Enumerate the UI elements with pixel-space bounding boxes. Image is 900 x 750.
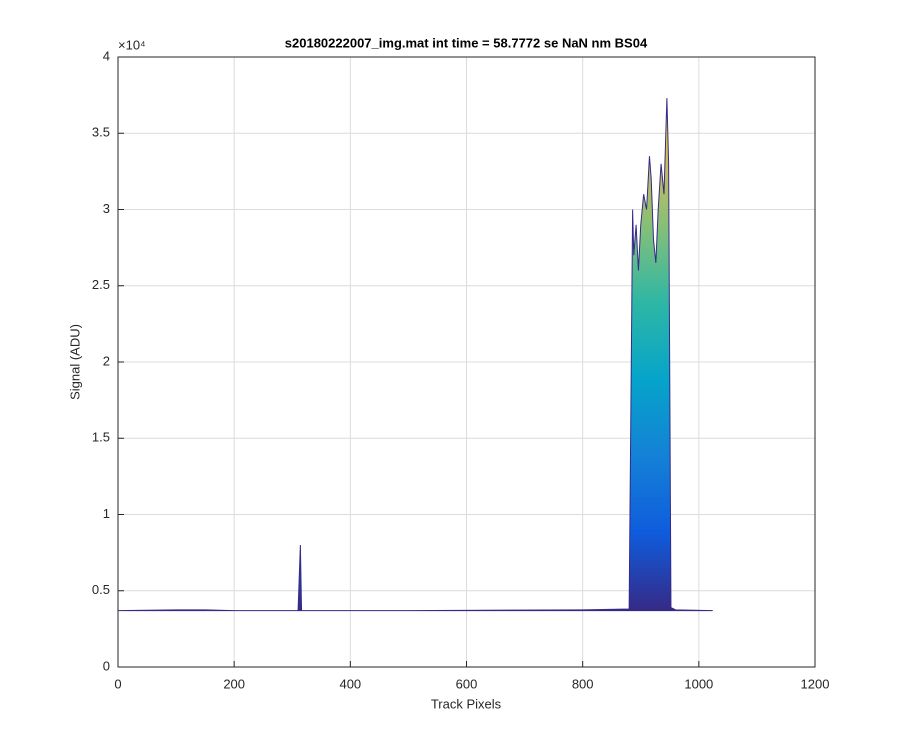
y-tick-label: 3 <box>103 201 110 216</box>
y-tick-label: 0.5 <box>92 582 110 597</box>
x-tick-label: 800 <box>572 676 594 691</box>
signal-area <box>117 98 713 612</box>
y-tick-label: 4 <box>103 48 110 63</box>
y-axis-label: Signal (ADU) <box>67 324 82 400</box>
plot-area <box>117 98 713 612</box>
y-tick-label: 3.5 <box>92 125 110 140</box>
x-tick-label: 200 <box>223 676 245 691</box>
y-tick-label: 0 <box>103 658 110 673</box>
x-tick-label: 400 <box>339 676 361 691</box>
y-tick-label: 2 <box>103 353 110 368</box>
x-tick-label: 600 <box>456 676 478 691</box>
x-tick-label: 0 <box>114 676 121 691</box>
grid <box>117 56 816 668</box>
y-tick-label: 2.5 <box>92 277 110 292</box>
y-tick-label: 1.5 <box>92 430 110 445</box>
y-tick-label: 1 <box>103 506 110 521</box>
ticks: 0 200 400 600 800 1000 1200 0 0.5 1 1.5 2 2.5 3 3.5 4 <box>92 48 830 691</box>
x-axis-label: Track Pixels <box>431 696 502 711</box>
x-tick-label: 1200 <box>801 676 830 691</box>
chart-title: s20180222007_img.mat int time = 58.7772 … <box>285 35 648 50</box>
y-exponent-label: ×10⁴ <box>118 37 146 52</box>
x-tick-label: 1000 <box>684 676 713 691</box>
